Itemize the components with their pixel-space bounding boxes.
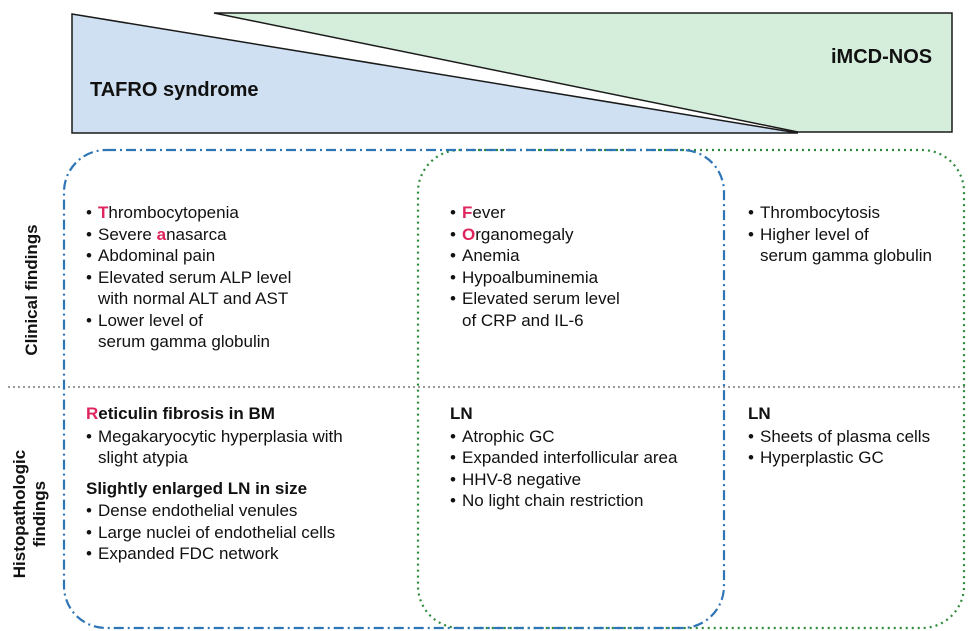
list-item: Thrombocytosis bbox=[748, 202, 958, 224]
row-label-histo-line1: Histopathologic bbox=[10, 449, 29, 579]
histo-tafro-list-ln: Dense endothelial venules Large nuclei o… bbox=[86, 500, 406, 565]
tafro-wedge bbox=[71, 13, 799, 134]
list-item: HHV-8 negative bbox=[450, 469, 720, 491]
row-label-clinical-text: Clinical findings bbox=[22, 224, 41, 356]
histo-tafro-heading-bm: Reticulin fibrosis in BM bbox=[86, 404, 275, 423]
tafro-title: TAFRO syndrome bbox=[90, 79, 259, 101]
list-item: Dense endothelial venules bbox=[86, 500, 406, 522]
list-item: Hyperplastic GC bbox=[748, 447, 963, 469]
histo-imcd-heading: LN bbox=[748, 404, 771, 423]
list-item: Organomegaly bbox=[450, 224, 720, 246]
clinical-shared-column: Fever Organomegaly Anemia Hypoalbuminemi… bbox=[450, 202, 720, 331]
histo-tafro-column: Reticulin fibrosis in BM Megakaryocytic … bbox=[86, 403, 406, 565]
clinical-tafro-column: Thrombocytopenia Severe anasarca Abdomin… bbox=[86, 202, 406, 353]
imcd-nos-title: iMCD-NOS bbox=[831, 46, 932, 68]
imcd-nos-wedge bbox=[213, 12, 953, 133]
list-item: Atrophic GC bbox=[450, 426, 720, 448]
row-label-clinical: Clinical findings bbox=[22, 224, 42, 355]
list-item: Large nuclei of endothelial cells bbox=[86, 522, 406, 544]
histo-tafro-heading-ln: Slightly enlarged LN in size bbox=[86, 478, 308, 498]
list-item: Expanded FDC network bbox=[86, 543, 406, 565]
list-item: Sheets of plasma cells bbox=[748, 426, 963, 448]
row-label-histopathologic: Histopathologic findings bbox=[10, 450, 50, 578]
row-label-histo-line2: findings bbox=[30, 480, 49, 548]
list-item: Abdominal pain bbox=[86, 245, 406, 267]
list-item: Fever bbox=[450, 202, 720, 224]
histo-shared-column: LN Atrophic GC Expanded interfollicular … bbox=[450, 403, 720, 512]
histo-imcd-list: Sheets of plasma cells Hyperplastic GC bbox=[748, 426, 963, 469]
tafro-group-border bbox=[62, 148, 726, 630]
list-item: No light chain restriction bbox=[450, 490, 720, 512]
histo-shared-heading: LN bbox=[450, 404, 473, 423]
list-item: Anemia bbox=[450, 245, 720, 267]
list-item: Severe anasarca bbox=[86, 224, 406, 246]
list-item: Thrombocytopenia bbox=[86, 202, 406, 224]
imcd-group-border bbox=[416, 148, 966, 630]
clinical-tafro-list: Thrombocytopenia Severe anasarca Abdomin… bbox=[86, 202, 406, 353]
clinical-shared-list: Fever Organomegaly Anemia Hypoalbuminemi… bbox=[450, 202, 720, 331]
list-item: Hypoalbuminemia bbox=[450, 267, 720, 289]
histo-imcd-column: LN Sheets of plasma cells Hyperplastic G… bbox=[748, 403, 963, 469]
list-item: Expanded interfollicular area bbox=[450, 447, 720, 469]
histo-shared-list: Atrophic GC Expanded interfollicular are… bbox=[450, 426, 720, 512]
